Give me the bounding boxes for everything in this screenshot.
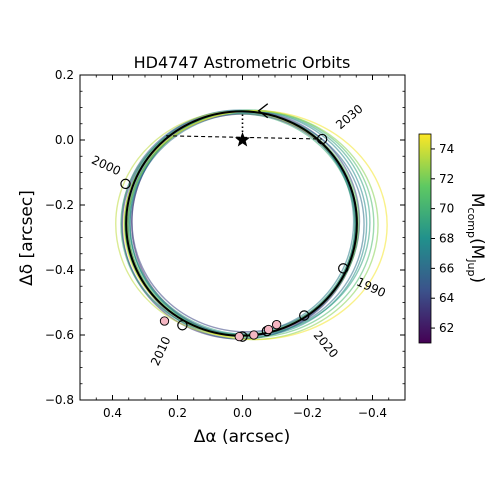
x-tick-label: 0.0 xyxy=(233,406,252,420)
y-tick-label: −0.2 xyxy=(45,198,74,212)
y-tick-label: 0.2 xyxy=(55,68,74,82)
x-tick-label: −0.4 xyxy=(358,406,387,420)
colorbar-label: Mcomp(MJup) xyxy=(465,193,487,283)
predicted-position-marker xyxy=(177,320,188,331)
colorbar-ticks-group: 62 64 66 68 70 72 74 xyxy=(431,142,454,335)
colorbar-label-unit-base: M xyxy=(467,245,487,260)
x-axis-label: Δα (arcsec) xyxy=(194,427,291,447)
colorbar-label-base: M xyxy=(467,193,487,208)
colorbar-tick-label: 72 xyxy=(439,172,454,186)
chart-title: HD4747 Astrometric Orbits xyxy=(134,53,351,72)
predicted-position-marker xyxy=(299,310,310,321)
colorbar-tick-label: 74 xyxy=(439,142,454,156)
colorbar-label-sub: comp xyxy=(465,208,478,238)
colorbar-gradient xyxy=(418,133,432,344)
predicted-position-marker xyxy=(120,178,131,190)
observed-position-marker xyxy=(249,330,259,340)
predicted-position-marker xyxy=(338,263,349,274)
axis-ticks-group: 0.4 0.2 0.0 −0.2 −0.4 0.2 0.0 −0.2 −0.4 −0.6 −0.8 xyxy=(45,68,406,420)
y-tick-label: −0.8 xyxy=(45,393,74,407)
y-tick-label: −0.6 xyxy=(45,328,74,342)
orbit-direction-arrow xyxy=(257,103,269,119)
colorbar-tick-label: 66 xyxy=(439,261,454,275)
colorbar-tick-label: 70 xyxy=(439,202,454,216)
y-axis-label: Δδ [arcsec] xyxy=(17,190,37,286)
x-tick-label: −0.2 xyxy=(293,406,322,420)
colorbar-label-open: ( xyxy=(467,238,487,245)
observed-position-marker xyxy=(271,319,282,330)
y-tick-label: 0.0 xyxy=(55,133,74,147)
observed-position-marker xyxy=(159,316,170,326)
markers-group xyxy=(120,132,349,342)
host-star-marker xyxy=(234,132,251,147)
colorbar-label-unit-sub: Jup xyxy=(465,258,478,276)
observed-position-marker xyxy=(263,324,274,335)
colorbar-tick-label: 64 xyxy=(439,291,454,305)
x-tick-label: 0.4 xyxy=(103,406,122,420)
colorbar-tick-label: 68 xyxy=(439,232,454,246)
y-tick-label: −0.4 xyxy=(45,263,74,277)
x-tick-label: 0.2 xyxy=(168,406,187,420)
observed-position-marker xyxy=(234,331,244,342)
colorbar-tick-label: 62 xyxy=(439,321,454,335)
colorbar-label-close: ) xyxy=(467,277,487,284)
plot-area xyxy=(80,75,405,400)
orbit-sample-line xyxy=(123,110,388,341)
predicted-position-marker xyxy=(316,133,328,145)
